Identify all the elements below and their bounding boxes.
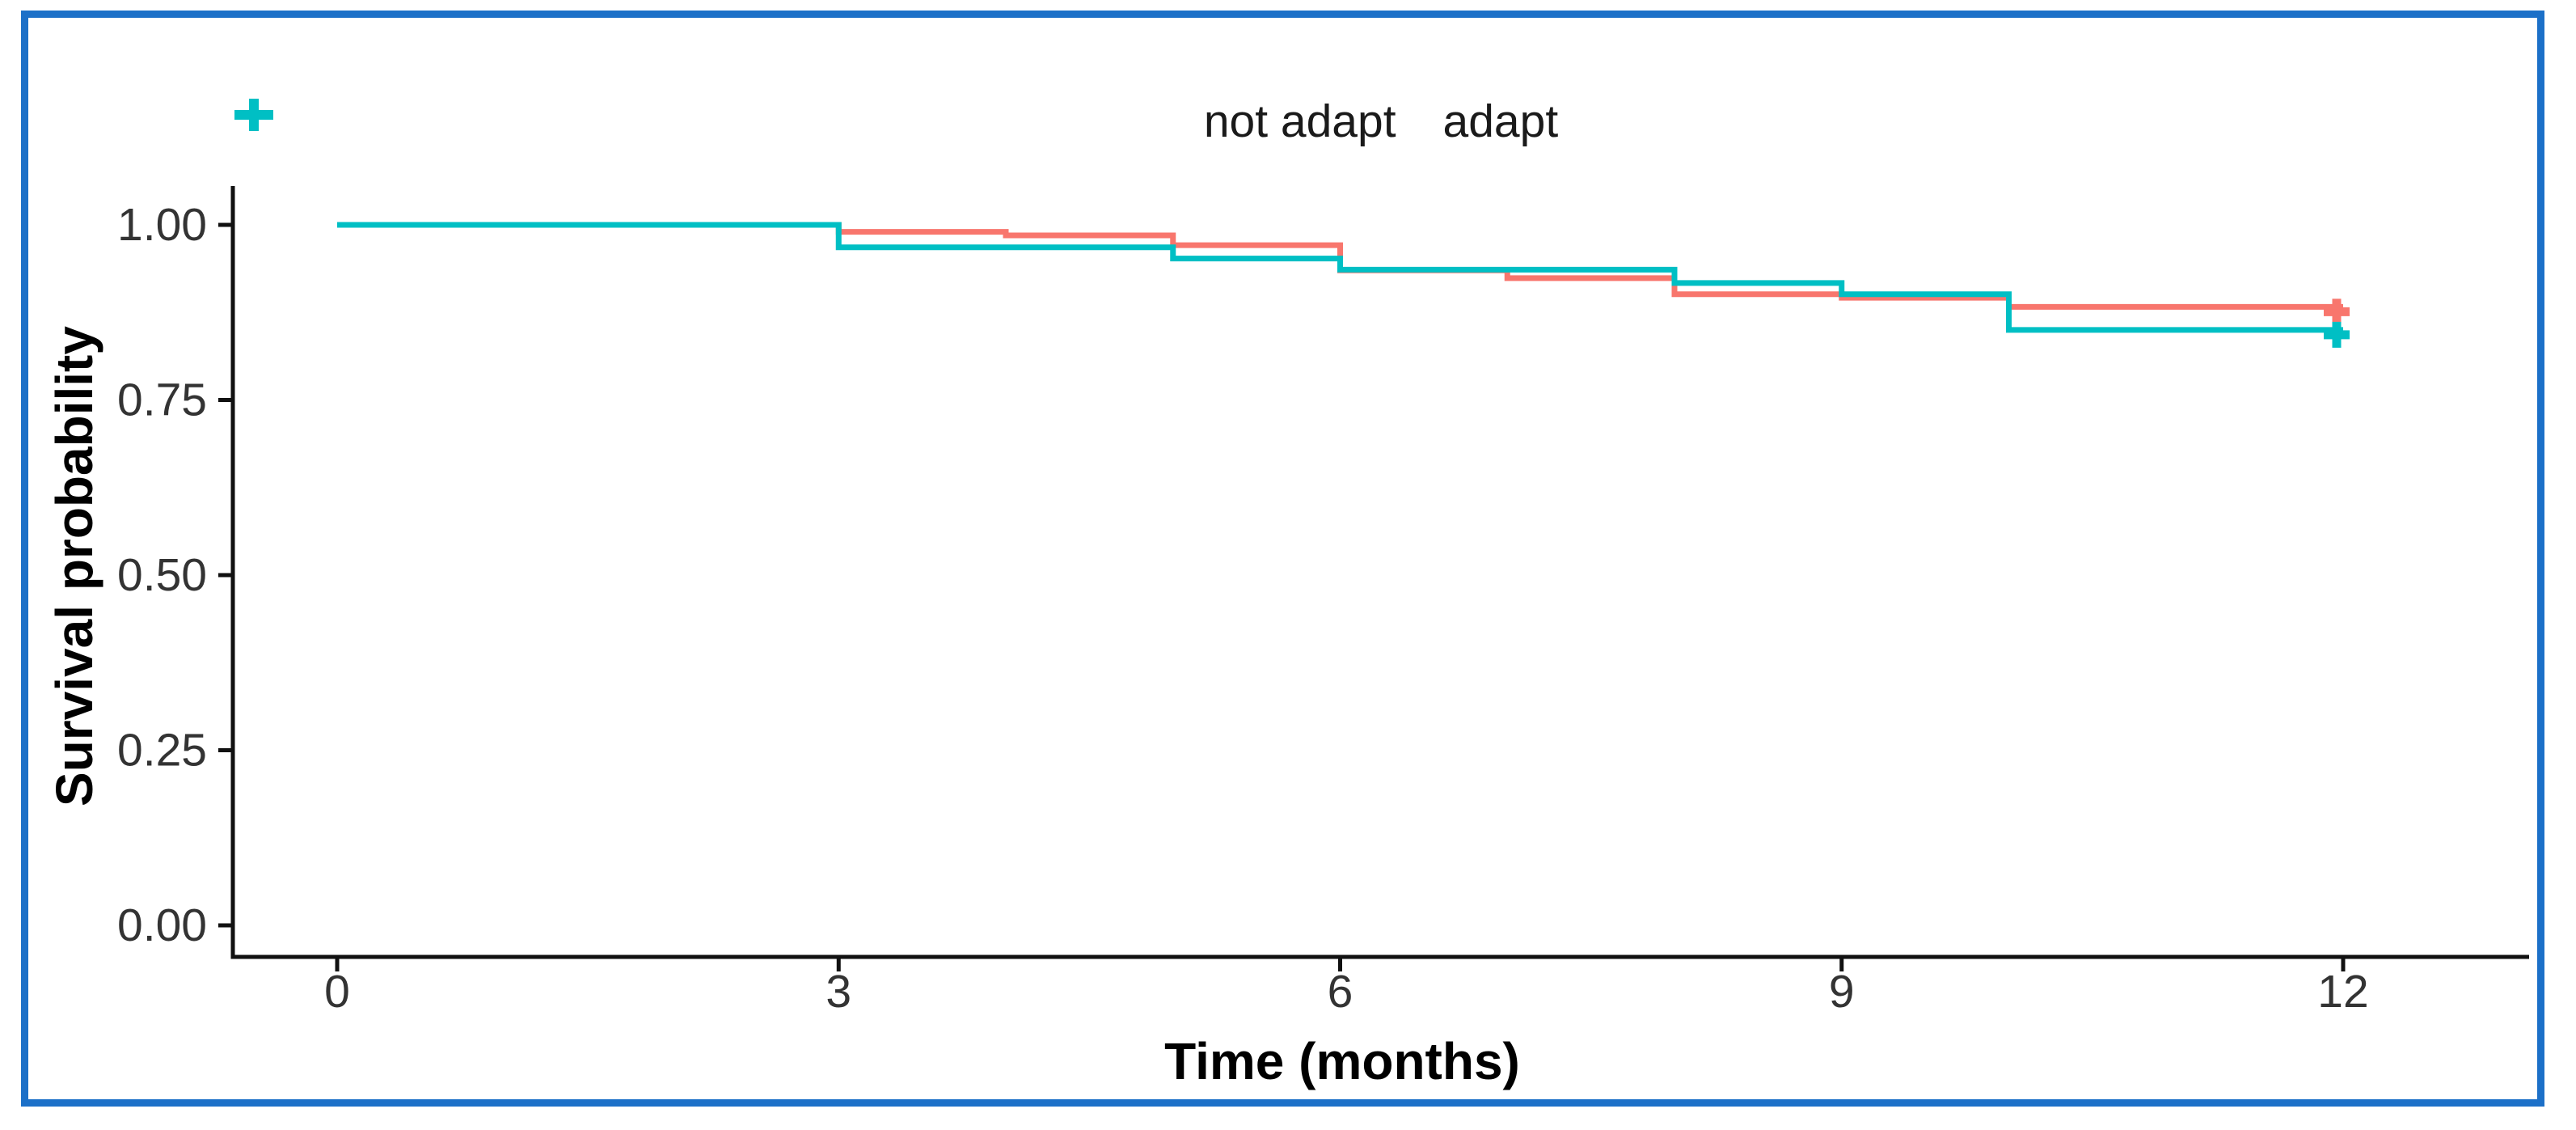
y-tick-label: 0.00 (117, 899, 207, 951)
x-axis-title: Time (months) (1164, 1032, 1520, 1090)
y-tick-label: 0.75 (117, 375, 207, 426)
y-tick-label: 1.00 (117, 199, 207, 251)
x-tick-label: 0 (324, 966, 350, 1018)
legend-label-adapt: adapt (1442, 95, 1559, 147)
censor-mark-not-adapt (2324, 298, 2350, 325)
legend-item-not-adapt: not adapt (234, 95, 1396, 147)
censor-plus-icon (234, 99, 273, 131)
censor-mark-adapt (2324, 321, 2350, 348)
x-tick-label: 12 (2317, 966, 2368, 1018)
y-tick-label: 0.50 (117, 549, 207, 601)
x-tick-label: 3 (826, 966, 851, 1018)
figure-border (21, 11, 2544, 1107)
survival-curve-adapt (337, 222, 2343, 333)
y-axis-title: Survival probability (45, 326, 103, 806)
x-tick-label: 6 (1328, 966, 1353, 1018)
legend: not adapt adapt (233, 95, 2529, 147)
legend-label-not-adapt: not adapt (1203, 95, 1396, 147)
legend-item-adapt: adapt (234, 95, 1559, 147)
y-tick-label: 0.25 (117, 725, 207, 777)
x-tick-label: 9 (1829, 966, 1855, 1018)
